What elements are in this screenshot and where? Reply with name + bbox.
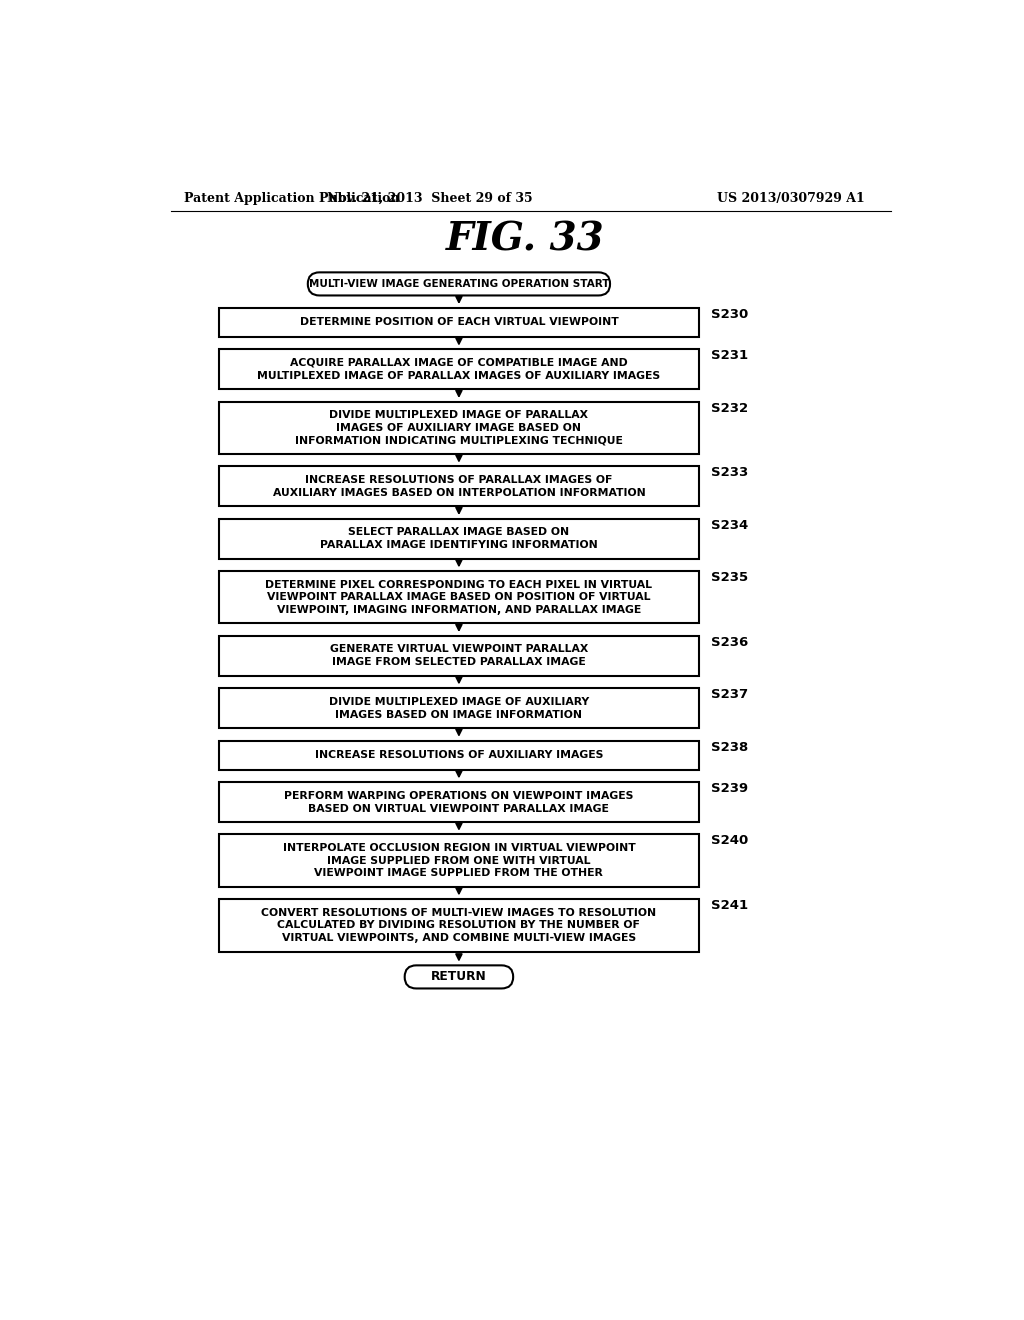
Text: DIVIDE MULTIPLEXED IMAGE OF AUXILIARY
IMAGES BASED ON IMAGE INFORMATION: DIVIDE MULTIPLEXED IMAGE OF AUXILIARY IM…: [329, 697, 589, 719]
Text: S241: S241: [711, 899, 748, 912]
Text: INTERPOLATE OCCLUSION REGION IN VIRTUAL VIEWPOINT
IMAGE SUPPLIED FROM ONE WITH V: INTERPOLATE OCCLUSION REGION IN VIRTUAL …: [283, 843, 635, 878]
Text: S231: S231: [711, 350, 748, 363]
Text: ACQUIRE PARALLAX IMAGE OF COMPATIBLE IMAGE AND
MULTIPLEXED IMAGE OF PARALLAX IMA: ACQUIRE PARALLAX IMAGE OF COMPATIBLE IMA…: [257, 358, 660, 380]
Text: S238: S238: [711, 741, 749, 754]
Text: S234: S234: [711, 519, 749, 532]
Text: CONVERT RESOLUTIONS OF MULTI-VIEW IMAGES TO RESOLUTION
CALCULATED BY DIVIDING RE: CONVERT RESOLUTIONS OF MULTI-VIEW IMAGES…: [261, 908, 656, 942]
FancyBboxPatch shape: [219, 899, 699, 952]
FancyBboxPatch shape: [308, 272, 610, 296]
Text: PERFORM WARPING OPERATIONS ON VIEWPOINT IMAGES
BASED ON VIRTUAL VIEWPOINT PARALL: PERFORM WARPING OPERATIONS ON VIEWPOINT …: [285, 791, 634, 813]
Text: SELECT PARALLAX IMAGE BASED ON
PARALLAX IMAGE IDENTIFYING INFORMATION: SELECT PARALLAX IMAGE BASED ON PARALLAX …: [321, 528, 598, 550]
FancyBboxPatch shape: [219, 572, 699, 623]
FancyBboxPatch shape: [219, 834, 699, 887]
Text: S230: S230: [711, 308, 749, 321]
Text: GENERATE VIRTUAL VIEWPOINT PARALLAX
IMAGE FROM SELECTED PARALLAX IMAGE: GENERATE VIRTUAL VIEWPOINT PARALLAX IMAG…: [330, 644, 588, 667]
Text: MULTI-VIEW IMAGE GENERATING OPERATION START: MULTI-VIEW IMAGE GENERATING OPERATION ST…: [308, 279, 609, 289]
Text: S240: S240: [711, 834, 749, 847]
Text: INCREASE RESOLUTIONS OF PARALLAX IMAGES OF
AUXILIARY IMAGES BASED ON INTERPOLATI: INCREASE RESOLUTIONS OF PARALLAX IMAGES …: [272, 475, 645, 498]
Text: Patent Application Publication: Patent Application Publication: [183, 191, 399, 205]
FancyBboxPatch shape: [219, 350, 699, 389]
Text: Nov. 21, 2013  Sheet 29 of 35: Nov. 21, 2013 Sheet 29 of 35: [328, 191, 534, 205]
FancyBboxPatch shape: [219, 466, 699, 507]
Text: US 2013/0307929 A1: US 2013/0307929 A1: [717, 191, 864, 205]
Text: S236: S236: [711, 636, 749, 649]
FancyBboxPatch shape: [404, 965, 513, 989]
FancyBboxPatch shape: [219, 308, 699, 337]
FancyBboxPatch shape: [219, 688, 699, 729]
Text: DETERMINE PIXEL CORRESPONDING TO EACH PIXEL IN VIRTUAL
VIEWPOINT PARALLAX IMAGE : DETERMINE PIXEL CORRESPONDING TO EACH PI…: [265, 579, 652, 615]
Text: DETERMINE POSITION OF EACH VIRTUAL VIEWPOINT: DETERMINE POSITION OF EACH VIRTUAL VIEWP…: [300, 317, 618, 327]
Text: S237: S237: [711, 688, 748, 701]
FancyBboxPatch shape: [219, 781, 699, 822]
Text: INCREASE RESOLUTIONS OF AUXILIARY IMAGES: INCREASE RESOLUTIONS OF AUXILIARY IMAGES: [314, 750, 603, 760]
FancyBboxPatch shape: [219, 401, 699, 454]
Text: S233: S233: [711, 466, 749, 479]
FancyBboxPatch shape: [219, 636, 699, 676]
Text: S235: S235: [711, 572, 748, 585]
FancyBboxPatch shape: [219, 741, 699, 770]
Text: S232: S232: [711, 401, 748, 414]
Text: FIG. 33: FIG. 33: [445, 220, 604, 259]
Text: RETURN: RETURN: [431, 970, 486, 983]
Text: S239: S239: [711, 781, 748, 795]
Text: DIVIDE MULTIPLEXED IMAGE OF PARALLAX
IMAGES OF AUXILIARY IMAGE BASED ON
INFORMAT: DIVIDE MULTIPLEXED IMAGE OF PARALLAX IMA…: [295, 411, 623, 446]
FancyBboxPatch shape: [219, 519, 699, 558]
